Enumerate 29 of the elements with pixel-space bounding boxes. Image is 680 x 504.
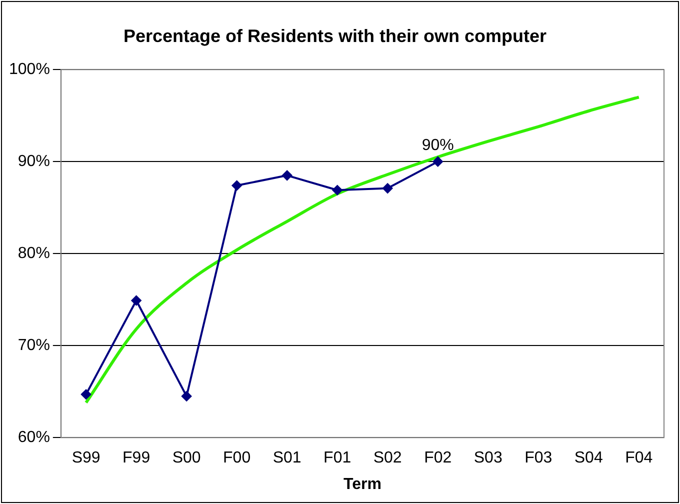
x-tick-label: F99	[122, 450, 150, 467]
chart-title: Percentage of Residents with their own computer	[123, 26, 547, 46]
x-tick-label: S00	[172, 450, 201, 467]
y-tick-label: 100%	[9, 61, 50, 78]
line-series	[84, 96, 640, 404]
data-label: 90%	[422, 137, 454, 154]
x-tick-label: S01	[272, 450, 302, 467]
x-tick-label: F03	[524, 450, 552, 467]
x-tick-label: S04	[574, 450, 603, 467]
x-tick-label: S02	[373, 450, 402, 467]
point	[382, 183, 393, 194]
y-tick-label: 80%	[18, 245, 50, 262]
point	[131, 296, 142, 306]
x-axis-title: Term	[343, 476, 382, 493]
x-tick-label: F00	[223, 450, 251, 467]
point	[332, 185, 342, 196]
x-tick-label: S03	[474, 450, 502, 467]
x-tick-label: S99	[72, 450, 100, 467]
y-tick-label: 60%	[18, 429, 50, 446]
point	[282, 170, 292, 180]
y-tick-label: 90%	[18, 153, 50, 170]
y-tick-label: 70%	[18, 337, 50, 354]
point	[232, 180, 242, 191]
point	[432, 156, 443, 167]
x-tick-label: F02	[424, 450, 452, 467]
point	[182, 391, 192, 402]
x-tick-label: F04	[625, 450, 653, 467]
point	[81, 389, 92, 400]
x-tick-label: F01	[324, 450, 352, 467]
